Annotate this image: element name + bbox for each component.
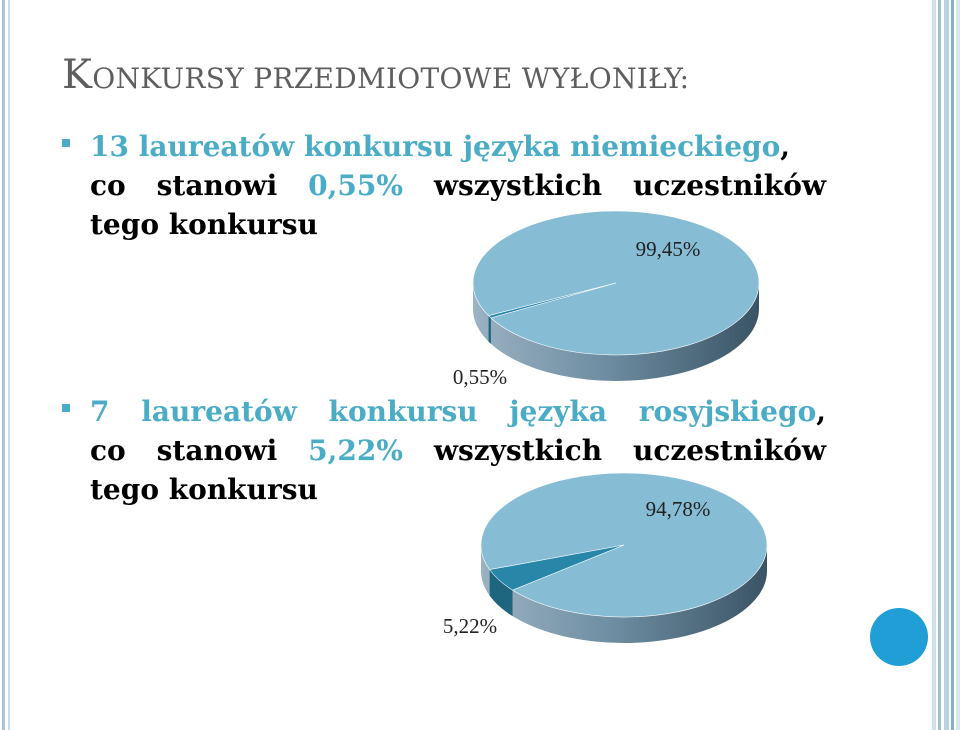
title-rest: ONKURSY PRZEDMIOTOWE WYŁONIŁY: bbox=[92, 62, 690, 95]
pie-side-wall bbox=[481, 545, 767, 643]
bullet-headline: 13 laureatów konkursu języka niemieckieg… bbox=[90, 130, 781, 163]
bullet-line-2-suffix: wszystkich uczestników bbox=[402, 434, 826, 467]
bullet-headline-comma: , bbox=[780, 130, 791, 163]
pie-slice-large bbox=[472, 210, 760, 356]
pie-side-wall bbox=[473, 283, 759, 381]
bullet-german: 13 laureatów konkursu języka niemieckieg… bbox=[62, 127, 826, 244]
bullet-line-2: co stanowi 5,22% wszystkich uczestników bbox=[90, 431, 826, 470]
pie-slice-small bbox=[487, 282, 617, 319]
decorative-circle bbox=[870, 608, 928, 666]
bullet-percentage: 0,55% bbox=[308, 169, 403, 202]
bullet-russian: 7 laureatów konkursu języka rosyjskiego,… bbox=[62, 392, 826, 509]
bullet-line-2-suffix: wszystkich uczestników bbox=[402, 169, 826, 202]
bullet-marker-icon bbox=[62, 404, 70, 412]
pie-label-small: 0,55% bbox=[453, 365, 507, 389]
title-cap-letter: K bbox=[62, 52, 93, 98]
bullet-line-2-prefix: co stanowi bbox=[90, 434, 309, 467]
pie-slice-large bbox=[480, 472, 768, 618]
pie-slice-side bbox=[488, 315, 491, 344]
bullet-line-1: 7 laureatów konkursu języka rosyjskiego, bbox=[90, 392, 826, 431]
bullet-line-2: co stanowi 0,55% wszystkich uczestników bbox=[90, 166, 826, 205]
left-border-stripe bbox=[2, 0, 10, 730]
pie-label-large: 99,45% bbox=[636, 237, 701, 261]
bullet-text: 7 laureatów konkursu języka rosyjskiego,… bbox=[90, 392, 826, 509]
bullet-line-3: tego konkursu bbox=[90, 208, 318, 241]
bullet-percentage: 5,22% bbox=[308, 434, 403, 467]
bullet-text: 13 laureatów konkursu języka niemieckieg… bbox=[90, 127, 826, 244]
bullet-line-3: tego konkursu bbox=[90, 473, 318, 506]
bullet-headline: 7 laureatów konkursu języka rosyjskiego bbox=[90, 395, 817, 428]
pie-slice-small bbox=[489, 544, 625, 591]
pie-slice-side bbox=[489, 569, 513, 617]
pie-label-large: 94,78% bbox=[646, 497, 711, 521]
bullet-headline-comma: , bbox=[816, 395, 826, 428]
bullet-marker-icon bbox=[62, 139, 70, 147]
pie-label-small: 5,22% bbox=[443, 614, 497, 638]
slide-title: KONKURSY PRZEDMIOTOWE WYŁONIŁY: bbox=[62, 52, 689, 98]
bullet-line-2-prefix: co stanowi bbox=[90, 169, 309, 202]
right-border-stripes bbox=[932, 0, 960, 730]
